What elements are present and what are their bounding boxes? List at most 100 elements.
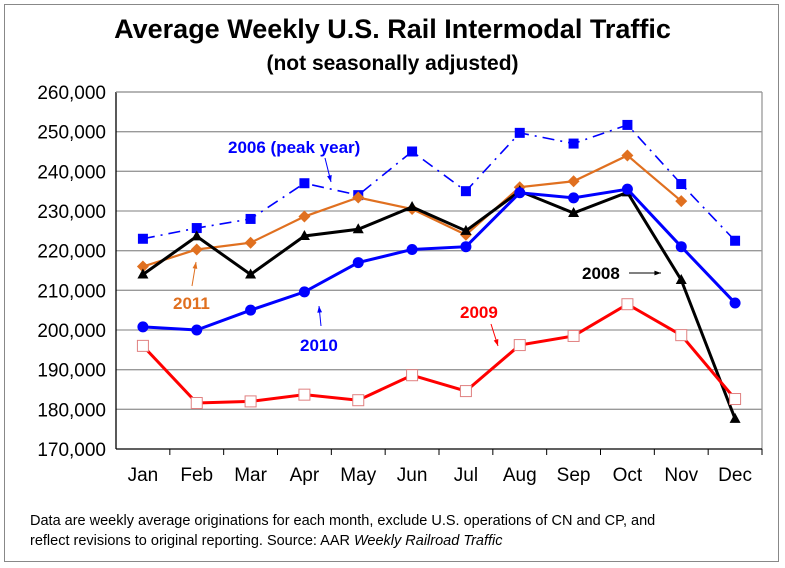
chart-title: Average Weekly U.S. Rail Intermodal Traf… [114, 14, 671, 44]
y-tick-label: 250,000 [37, 123, 106, 144]
data-point [136, 339, 149, 352]
y-tick-label: 260,000 [37, 83, 106, 104]
data-point [137, 321, 149, 333]
data-point [352, 257, 364, 269]
y-tick-label: 230,000 [37, 202, 106, 223]
data-point [675, 329, 688, 342]
data-point [567, 329, 580, 342]
y-tick-label: 210,000 [37, 281, 106, 302]
data-point [621, 183, 633, 195]
y-tick-label: 240,000 [37, 162, 106, 183]
data-point [136, 260, 149, 273]
data-point [352, 223, 364, 234]
data-point [245, 304, 257, 316]
label-2009-arrowhead [493, 339, 499, 346]
data-point [190, 396, 203, 409]
data-point [406, 243, 418, 255]
label-2008-arrowhead [654, 270, 661, 276]
data-point [406, 369, 419, 382]
x-tick-label: Jul [454, 465, 478, 486]
data-point [298, 286, 310, 298]
data-point [729, 297, 741, 309]
data-point [191, 223, 202, 234]
data-point [191, 230, 203, 241]
data-point [729, 412, 741, 423]
data-point [514, 127, 525, 138]
data-point [137, 233, 148, 244]
series-line [142, 123, 736, 242]
data-point [622, 119, 633, 130]
data-point [730, 235, 741, 246]
data-point [675, 241, 687, 253]
data-point [244, 236, 257, 249]
data-point [460, 241, 472, 253]
data-point [460, 224, 472, 235]
data-point [621, 149, 634, 162]
data-point [299, 178, 310, 189]
data-point [460, 186, 471, 197]
y-tick-label: 170,000 [37, 440, 106, 461]
footnote: Data are weekly average originations for… [30, 511, 655, 551]
chart-frame [4, 4, 779, 562]
series-line [142, 189, 737, 420]
x-tick-label: Oct [613, 465, 643, 486]
chart-subtitle: (not seasonally adjusted) [266, 52, 519, 75]
y-tick-label: 180,000 [37, 400, 106, 421]
series-2009 [136, 298, 742, 409]
x-tick-label: Jun [397, 465, 428, 486]
footnote-line-2: reflect revisions to original reporting.… [30, 531, 655, 551]
series-line [142, 187, 737, 332]
data-point [298, 229, 310, 240]
data-point [568, 192, 580, 204]
data-point [406, 201, 418, 212]
data-point [298, 210, 311, 223]
data-point [407, 146, 418, 157]
x-tick-label: Aug [503, 465, 537, 486]
data-point [459, 385, 472, 398]
data-point [514, 187, 526, 199]
x-tick-label: Feb [180, 465, 213, 486]
data-point [513, 339, 526, 352]
series-2010 [137, 183, 741, 336]
series-label: 2011 [173, 294, 210, 313]
data-point [675, 195, 688, 208]
x-tick-label: Dec [718, 465, 752, 486]
data-point [568, 206, 580, 217]
data-point [137, 268, 149, 279]
data-point [244, 395, 257, 408]
data-point [567, 175, 580, 188]
series-label: 2010 [300, 336, 338, 355]
data-point [675, 274, 687, 285]
y-tick-label: 220,000 [37, 242, 106, 263]
y-tick-label: 200,000 [37, 321, 106, 342]
series-label: 2009 [460, 303, 498, 322]
footnote-source-title: Weekly Railroad Traffic [353, 533, 503, 549]
label-2006-arrowhead [327, 175, 332, 182]
footnote-source: reflect revisions to original reporting.… [30, 533, 354, 549]
series-label: 2006 (peak year) [228, 138, 360, 157]
x-tick-label: Nov [664, 465, 698, 486]
data-point [568, 138, 579, 149]
data-point [352, 394, 365, 407]
data-point [621, 298, 634, 311]
data-point [352, 191, 365, 204]
x-tick-label: May [340, 465, 376, 486]
x-tick-label: Mar [234, 465, 267, 486]
footnote-line-1: Data are weekly average originations for… [30, 513, 656, 529]
series-line [141, 302, 737, 405]
x-tick-label: Sep [557, 465, 591, 486]
data-point [245, 213, 256, 224]
series-label: 2008 [582, 264, 620, 283]
y-tick-label: 190,000 [37, 361, 106, 382]
x-tick-label: Apr [290, 465, 320, 486]
label-2010-arrowhead [317, 306, 323, 313]
data-point [190, 243, 203, 256]
data-point [191, 324, 203, 336]
data-point [676, 179, 687, 190]
data-point [245, 268, 257, 279]
data-point [729, 393, 742, 406]
data-point [298, 388, 311, 401]
label-2011-arrowhead [192, 262, 198, 269]
x-tick-label: Jan [128, 465, 159, 486]
